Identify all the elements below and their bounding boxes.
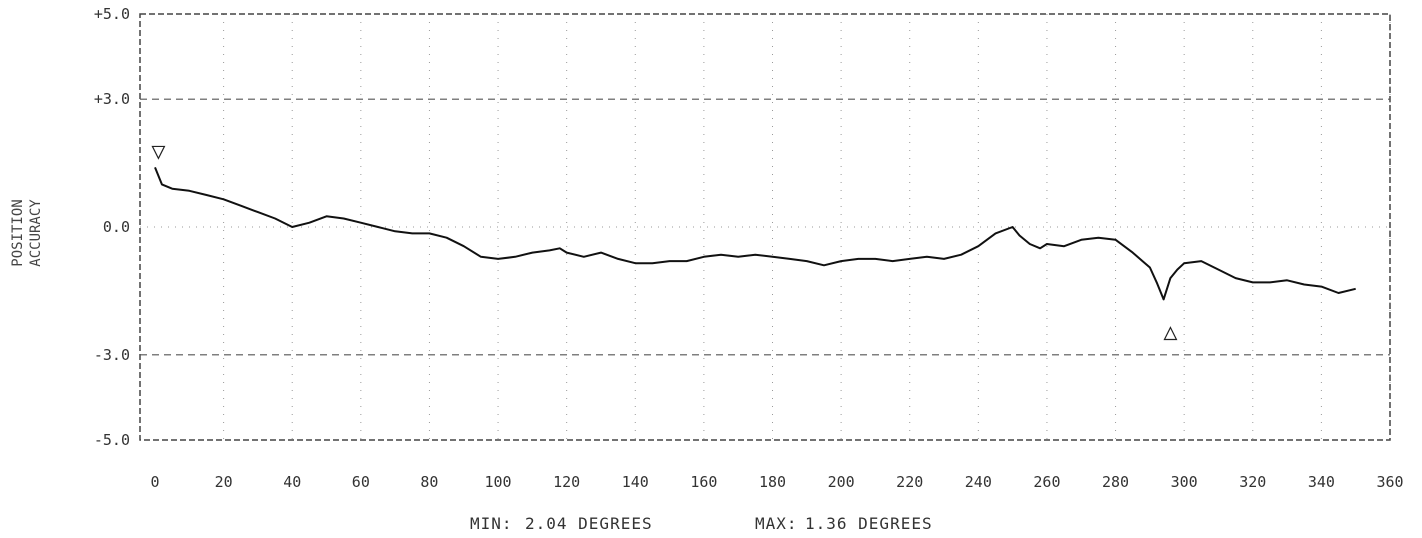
series-trace bbox=[154, 167, 1356, 301]
max-label: MAX: bbox=[755, 514, 798, 533]
plot-frame bbox=[139, 13, 1391, 441]
x-tick-label: 240 bbox=[965, 473, 992, 491]
x-tick-label: 100 bbox=[485, 473, 512, 491]
y-tick-label: -3.0 bbox=[94, 346, 130, 364]
x-tick-label: 40 bbox=[283, 473, 301, 491]
x-tick-label: 220 bbox=[896, 473, 923, 491]
y-axis-label-line1: POSITION bbox=[10, 199, 26, 266]
x-tick-label: 80 bbox=[420, 473, 438, 491]
max-marker bbox=[151, 145, 166, 160]
series-line bbox=[154, 167, 1356, 301]
x-tick-label: 160 bbox=[690, 473, 717, 491]
limit-lines bbox=[140, 98, 1390, 356]
x-tick-label: 120 bbox=[553, 473, 580, 491]
markers bbox=[151, 145, 1178, 341]
x-tick-label: 60 bbox=[352, 473, 370, 491]
y-axis-label-line2: ACCURACY bbox=[28, 199, 44, 267]
x-tick-label: 340 bbox=[1308, 473, 1335, 491]
max-value: 1.36 DEGREES bbox=[805, 514, 933, 533]
y-tick-label: +3.0 bbox=[94, 90, 130, 108]
y-tick-label: 0.0 bbox=[103, 218, 130, 236]
y-tick-label: -5.0 bbox=[94, 431, 130, 449]
y-tick-labels: +5.0 +3.0 0.0 -3.0 -5.0 bbox=[94, 5, 130, 449]
x-tick-label: 320 bbox=[1239, 473, 1266, 491]
x-tick-label: 200 bbox=[828, 473, 855, 491]
x-tick-label: 280 bbox=[1102, 473, 1129, 491]
x-tick-label: 140 bbox=[622, 473, 649, 491]
x-tick-label: 180 bbox=[759, 473, 786, 491]
min-marker bbox=[1163, 326, 1178, 341]
min-label: MIN: bbox=[470, 514, 513, 533]
x-tick-label: 0 bbox=[150, 473, 159, 491]
min-value: 2.04 DEGREES bbox=[525, 514, 653, 533]
grid bbox=[140, 14, 1391, 440]
x-tick-label: 300 bbox=[1171, 473, 1198, 491]
x-tick-label: 20 bbox=[215, 473, 233, 491]
x-tick-label: 260 bbox=[1033, 473, 1060, 491]
x-tick-labels: 0 20 40 60 80 100 120 140 160 180 200 220 240 260 280 3… bbox=[150, 473, 1403, 491]
x-tick-label: 360 bbox=[1376, 473, 1403, 491]
y-tick-label: +5.0 bbox=[94, 5, 130, 23]
